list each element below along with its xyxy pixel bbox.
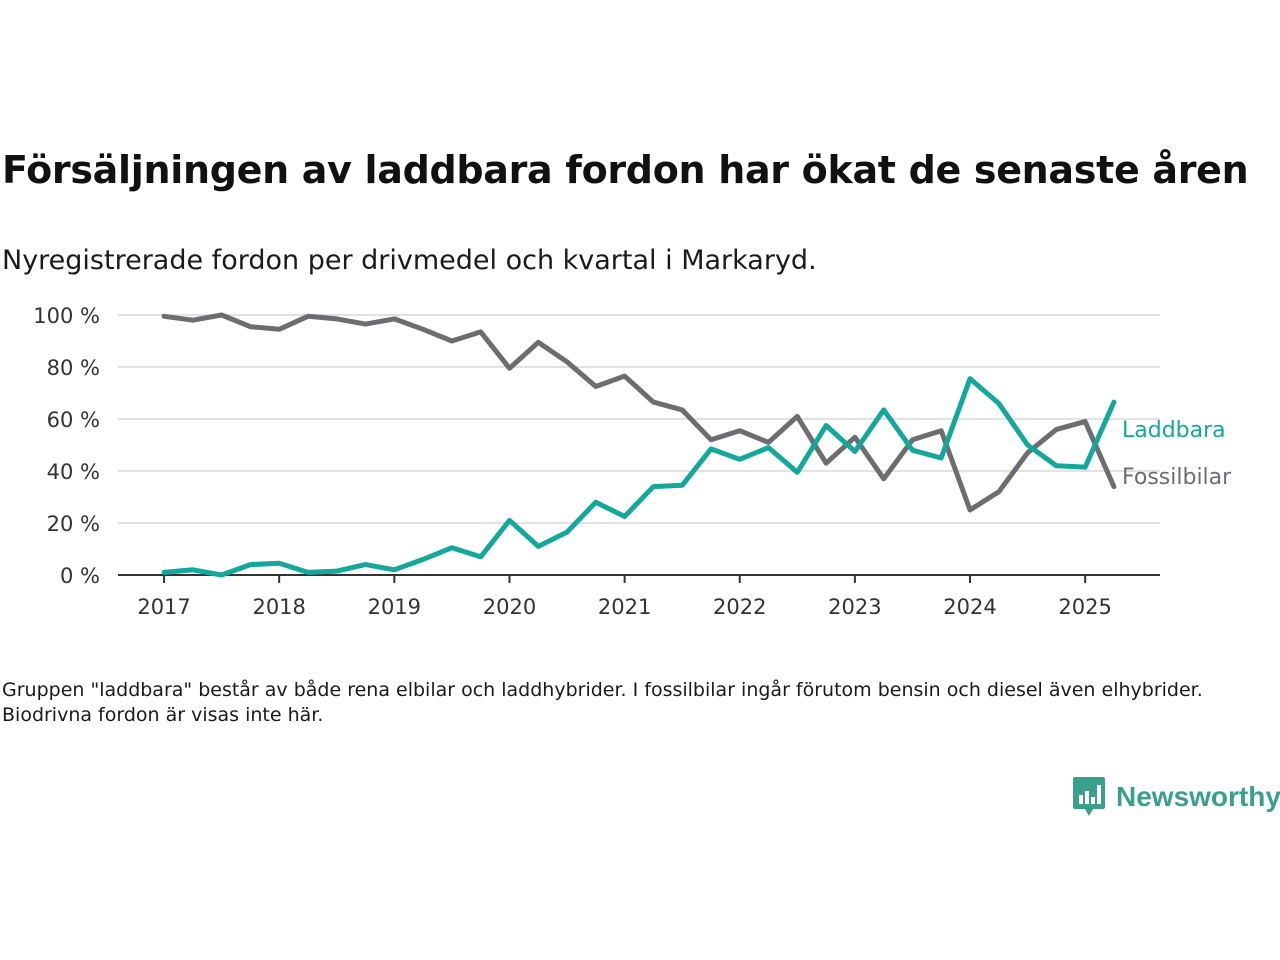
series-label-fossilbilar: Fossilbilar xyxy=(1122,465,1232,490)
y-tick-label: 0 % xyxy=(60,564,100,588)
series-label-laddbara: Laddbara xyxy=(1122,418,1226,443)
chart-subtitle: Nyregistrerade fordon per drivmedel och … xyxy=(2,245,817,276)
chart-title: Försäljningen av laddbara fordon har öka… xyxy=(2,148,1249,192)
series-line-laddbara xyxy=(161,376,1117,578)
x-tick-label: 2025 xyxy=(1058,595,1111,619)
line-chart: 0 % 20 % 40 % 60 % 80 % 100 % 2017 2018 2019 202… xyxy=(33,304,1232,619)
y-tick-label: 40 % xyxy=(47,460,100,484)
y-axis-ticks: 0 % 20 % 40 % 60 % 80 % 100 % xyxy=(33,304,100,588)
y-tick-label: 60 % xyxy=(47,408,100,432)
x-tick-label: 2021 xyxy=(598,595,651,619)
gridlines xyxy=(118,314,1160,524)
chart-footnote: Gruppen "laddbara" består av både rena e… xyxy=(2,679,1203,726)
x-tick-label: 2019 xyxy=(368,595,421,619)
x-tick-label: 2022 xyxy=(713,595,766,619)
y-tick-label: 20 % xyxy=(47,512,100,536)
x-axis: 2017 2018 2019 2020 2021 2022 2023 2024 2025 xyxy=(118,574,1160,619)
series-lines xyxy=(161,312,1117,578)
series-line-fossilbilar xyxy=(161,312,1117,513)
newsworthy-logo-icon xyxy=(1073,777,1105,816)
y-tick-label: 80 % xyxy=(47,356,100,380)
x-tick-label: 2023 xyxy=(828,595,881,619)
y-tick-label: 100 % xyxy=(33,304,100,328)
x-tick-label: 2018 xyxy=(252,595,305,619)
newsworthy-logo[interactable]: Newsworthy xyxy=(1072,776,1280,818)
newsworthy-logo-text: Newsworthy xyxy=(1116,781,1280,812)
x-tick-label: 2020 xyxy=(483,595,536,619)
x-tick-label: 2024 xyxy=(943,595,996,619)
x-tick-label: 2017 xyxy=(137,595,190,619)
series-labels: Laddbara Fossilbilar xyxy=(1122,418,1232,490)
